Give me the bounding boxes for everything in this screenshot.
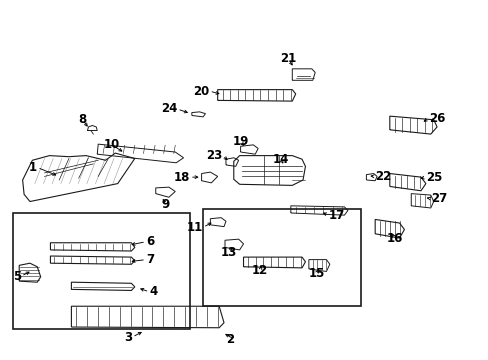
Text: 3: 3 [124,330,132,343]
Text: 12: 12 [251,264,268,277]
Text: 25: 25 [425,171,441,184]
Text: 11: 11 [186,221,203,234]
Text: 1: 1 [29,161,37,174]
Text: 17: 17 [328,209,344,222]
Text: 20: 20 [193,85,209,98]
Text: 22: 22 [374,170,390,183]
Text: 21: 21 [280,52,296,65]
Text: 27: 27 [430,192,446,205]
Bar [203,209,360,306]
Text: 7: 7 [146,253,154,266]
Text: 14: 14 [272,153,289,166]
Text: 10: 10 [103,138,120,151]
Text: 13: 13 [220,246,237,259]
Text: 16: 16 [386,231,402,244]
Text: 15: 15 [308,267,324,280]
Text: 9: 9 [161,198,169,211]
Text: 2: 2 [226,333,234,346]
Text: 8: 8 [79,113,86,126]
Text: 5: 5 [13,270,21,283]
Text: 24: 24 [161,103,177,116]
Text: 18: 18 [173,171,189,184]
Text: 19: 19 [232,135,248,148]
Text: 23: 23 [206,149,222,162]
Text: 4: 4 [149,285,157,298]
Text: 6: 6 [146,235,154,248]
Text: 26: 26 [428,112,444,125]
Bar [13,213,189,329]
